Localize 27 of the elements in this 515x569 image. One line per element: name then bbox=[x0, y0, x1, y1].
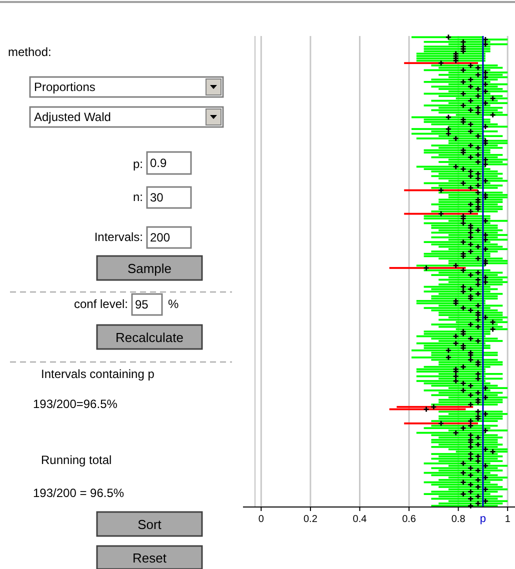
text: p: bbox=[132, 157, 143, 171]
text: Sample bbox=[127, 261, 172, 276]
text: Running total bbox=[41, 453, 112, 467]
text: method: bbox=[8, 45, 52, 59]
text: 200 bbox=[150, 230, 170, 244]
text: Reset bbox=[132, 550, 167, 566]
text: 0.9 bbox=[150, 156, 168, 170]
text: % bbox=[168, 297, 179, 311]
x-tick-label: 0.8 bbox=[451, 514, 466, 525]
text: Adjusted Wald bbox=[34, 110, 111, 124]
text: 30 bbox=[150, 190, 164, 204]
x-tick-label: 0.6 bbox=[402, 514, 416, 525]
text: Recalculate bbox=[116, 330, 184, 345]
text: conf level: bbox=[74, 297, 128, 311]
ref-line-label: p bbox=[480, 513, 486, 525]
text: 193/200 = 96.5% bbox=[33, 486, 124, 500]
text: n: bbox=[132, 190, 143, 204]
text: Intervals: bbox=[94, 230, 143, 244]
x-tick-label: 1 bbox=[504, 514, 511, 525]
x-tick-label: 0 bbox=[258, 514, 264, 525]
x-tick-label: 0.4 bbox=[352, 514, 368, 525]
x-tick-label: 0.2 bbox=[303, 514, 318, 525]
text: Proportions bbox=[34, 80, 96, 94]
text: 95 bbox=[135, 298, 149, 312]
text: 193/200=96.5% bbox=[33, 397, 118, 411]
text: Sort bbox=[138, 517, 162, 532]
text: Intervals containing p bbox=[41, 367, 155, 381]
